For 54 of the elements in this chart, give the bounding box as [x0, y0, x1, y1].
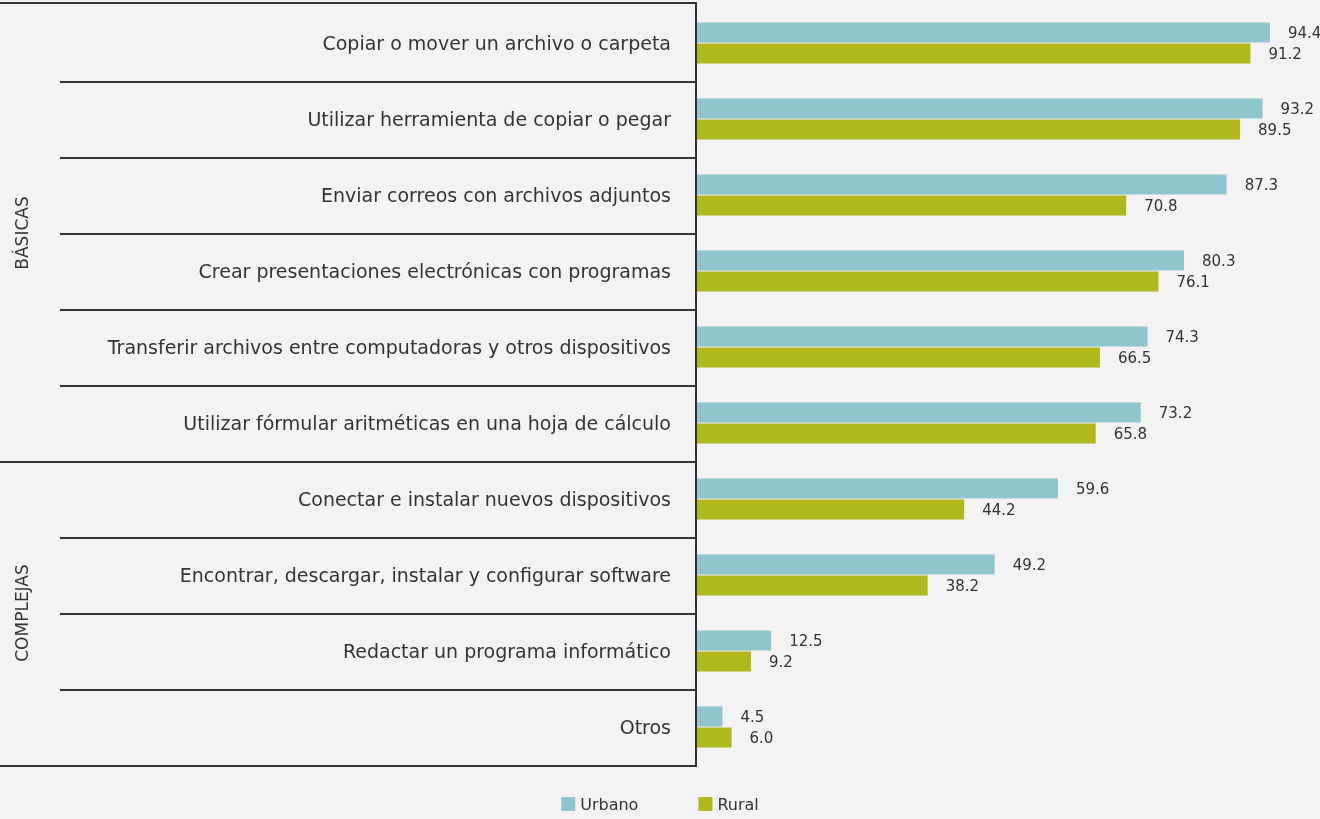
bar — [695, 706, 723, 727]
data-label: 73.2 — [1158, 403, 1193, 422]
y-tick-label: Encontrar, descargar, instalar y configurar software — [179, 564, 671, 586]
data-label: 65.8 — [1113, 424, 1148, 443]
data-label: 93.2 — [1280, 99, 1314, 118]
y-tick-label: Transferir archivos entre computadoras y otros dispositivos — [106, 336, 671, 358]
bar — [695, 119, 1241, 140]
legend-label: Rural — [717, 794, 759, 814]
bar — [695, 271, 1159, 292]
data-label: 89.5 — [1258, 120, 1292, 139]
text: COMPLEJAS — [12, 564, 32, 662]
bar — [695, 98, 1263, 119]
y-tick-label: Crear presentaciones electrónicas con programas — [198, 260, 671, 282]
bar — [695, 22, 1270, 43]
data-label: 66.5 — [1117, 348, 1152, 367]
data-label: 94.4 — [1287, 23, 1320, 42]
bar — [695, 575, 928, 596]
y-tick-label: Otros — [619, 716, 671, 738]
bar — [695, 630, 772, 651]
bar — [695, 499, 965, 520]
y-tick-label: Redactar un programa informático — [342, 640, 671, 662]
text: BÁSICAS — [12, 196, 32, 270]
bar — [695, 478, 1058, 499]
y-tick-label: Utilizar herramienta de copiar o pegar — [307, 108, 672, 130]
bar — [695, 402, 1141, 423]
y-tick-label: Enviar correos con archivos adjuntos — [320, 184, 671, 206]
data-label: 44.2 — [982, 500, 1016, 519]
bar — [695, 326, 1148, 347]
y-tick-label: Copiar o mover un archivo o carpeta — [322, 32, 671, 54]
data-label: 70.8 — [1144, 196, 1178, 215]
data-label: 87.3 — [1244, 175, 1279, 194]
bar — [695, 195, 1127, 216]
data-label: 76.1 — [1176, 272, 1210, 291]
bar — [695, 423, 1096, 444]
bar — [695, 347, 1100, 368]
data-label: 6.0 — [749, 728, 774, 747]
bar — [695, 250, 1185, 271]
bar — [695, 43, 1251, 64]
data-label: 12.5 — [789, 631, 823, 650]
y-tick-label: Utilizar fórmular aritméticas en una hoja de cálculo — [183, 412, 671, 434]
bar — [695, 727, 732, 748]
bar — [695, 174, 1227, 195]
data-label: 91.2 — [1268, 44, 1302, 63]
bar — [695, 651, 752, 672]
data-label: 9.2 — [769, 652, 793, 671]
data-label: 49.2 — [1012, 555, 1047, 574]
data-label: 59.6 — [1075, 479, 1110, 498]
data-label: 80.3 — [1202, 251, 1236, 270]
data-label: 38.2 — [945, 576, 980, 595]
legend-label: Urbano — [580, 794, 639, 814]
y-tick-label: Conectar e instalar nuevos dispositivos — [297, 488, 671, 510]
data-label: 4.5 — [740, 707, 765, 726]
data-label: 74.3 — [1165, 327, 1199, 346]
bar — [695, 554, 995, 575]
